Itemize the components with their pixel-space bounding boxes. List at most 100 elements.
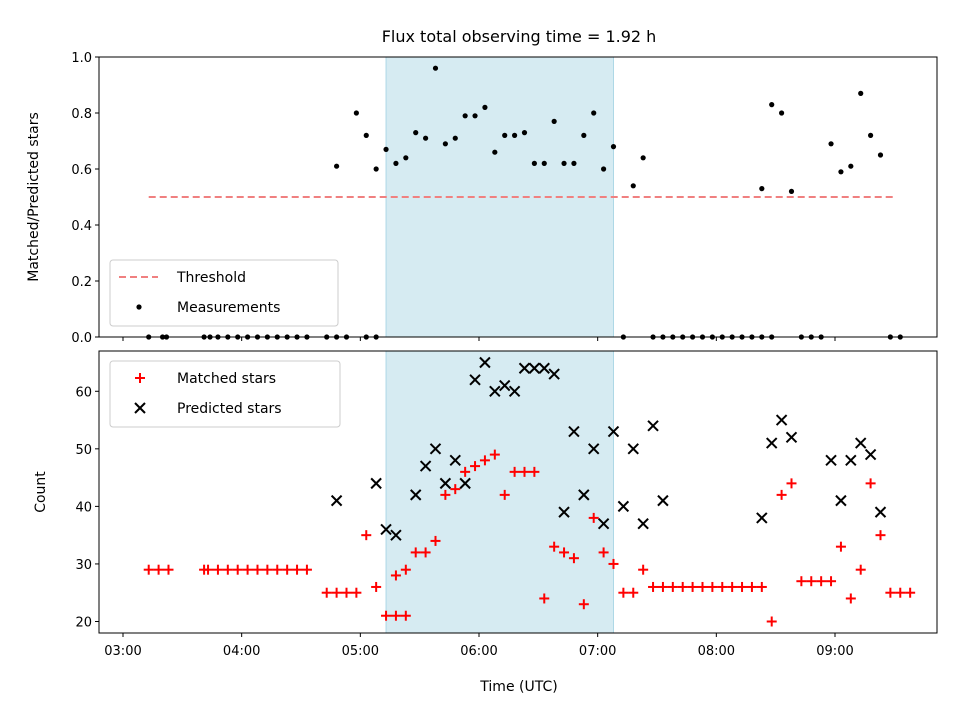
predicted-star-stroke [330, 494, 343, 507]
measurement-point [502, 132, 508, 138]
predicted-star-point [558, 506, 570, 518]
matched-star-point [717, 581, 728, 592]
predicted-star-point [766, 437, 778, 449]
predicted-star-stroke [617, 500, 630, 513]
matched-star-point [628, 587, 639, 598]
predicted-star-point [518, 362, 531, 374]
matched-star-point [390, 570, 401, 581]
bottom-legend-label: Matched stars [177, 371, 276, 387]
matched-star-point [657, 581, 668, 592]
measurement-point [561, 160, 567, 166]
measurement-point [788, 188, 795, 194]
matched-star-point [578, 599, 589, 610]
predicted-star-stroke [449, 454, 461, 467]
measurement-point [432, 65, 439, 71]
matched-star-point [598, 547, 609, 558]
predicted-star-point [607, 425, 620, 438]
measurement-point [363, 132, 369, 138]
predicted-star-stroke [499, 379, 511, 392]
predicted-star-stroke [647, 420, 659, 432]
predicted-star-stroke [785, 431, 798, 444]
measurement-point [858, 90, 864, 96]
predicted-star-stroke [845, 454, 857, 467]
predicted-star-stroke [538, 362, 550, 374]
matched-star-point [559, 547, 570, 558]
measurement-point [610, 144, 617, 150]
measurement-point [779, 110, 785, 116]
measurement-point [877, 152, 884, 158]
top-legend: Threshold Measurements [109, 259, 339, 327]
predicted-star-stroke [627, 443, 639, 455]
predicted-star-stroke [775, 414, 788, 426]
predicted-star-point [499, 379, 511, 392]
matched-star-point [262, 564, 273, 575]
predicted-star-point [835, 494, 847, 507]
predicted-star-stroke [380, 523, 392, 536]
measurement-point [462, 113, 468, 119]
bottom-y-axis-label: Count [33, 471, 49, 513]
matched-star-point [252, 564, 263, 575]
matched-star-point [440, 489, 451, 500]
x-tick-label: 04:00 [223, 644, 260, 659]
predicted-star-point [439, 477, 452, 490]
top-legend-box [109, 259, 339, 327]
predicted-star-stroke [479, 356, 491, 369]
matched-star-point [875, 530, 886, 541]
matched-star-point [163, 564, 174, 575]
predicted-star-point [756, 512, 768, 524]
measurement-point [531, 160, 537, 166]
predicted-star-point [627, 443, 639, 455]
predicted-star-stroke [469, 374, 481, 386]
predicted-star-point [874, 506, 887, 518]
predicted-star-point [508, 385, 521, 397]
matched-star-point [667, 581, 678, 592]
matched-star-point [588, 512, 599, 523]
matched-star-point [341, 587, 352, 598]
predicted-star-stroke [419, 460, 432, 472]
matched-star-point [331, 587, 342, 598]
predicted-star-stroke [864, 448, 877, 461]
matched-star-point [222, 564, 233, 575]
measurement-point [838, 169, 844, 175]
predicted-star-stroke [370, 477, 382, 490]
predicted-star-point [459, 477, 471, 490]
measurement-point [452, 135, 458, 141]
predicted-star-point [775, 414, 788, 426]
measurement-point [759, 186, 765, 192]
matched-star-point [420, 547, 431, 558]
predicted-star-point [617, 500, 630, 513]
predicted-star-stroke [825, 454, 837, 467]
predicted-star-stroke [528, 362, 541, 374]
measurement-point [482, 104, 488, 110]
matched-star-point [608, 558, 619, 569]
matched-star-point [895, 587, 906, 598]
bottom-legend-box [109, 360, 341, 428]
predicted-star-point [637, 517, 649, 530]
predicted-star-stroke [410, 489, 422, 501]
matched-star-point [519, 466, 530, 477]
matched-star-point [430, 535, 441, 546]
matched-star-point [301, 564, 312, 575]
predicted-star-stroke [429, 443, 442, 455]
predicted-star-stroke [874, 506, 887, 518]
predicted-star-point [785, 431, 798, 444]
matched-star-point [203, 564, 214, 575]
legend-measurement-swatch [136, 304, 142, 310]
measurement-point [511, 132, 518, 138]
predicted-star-point [588, 443, 600, 455]
predicted-star-stroke [766, 437, 778, 449]
matched-star-point [648, 581, 659, 592]
predicted-star-stroke [518, 362, 531, 374]
top-y-axis-label: Matched/Predicted stars [26, 112, 42, 282]
x-tick-label: 06:00 [460, 644, 497, 659]
matched-star-point [746, 581, 757, 592]
matched-star-point [707, 581, 718, 592]
matched-star-point [835, 541, 846, 552]
matched-star-point [381, 610, 392, 621]
bottom-legend-label: Predicted stars [177, 401, 282, 417]
matched-star-point [321, 587, 332, 598]
chart-title: Flux total observing time = 1.92 h [382, 27, 657, 46]
matched-star-point [677, 581, 688, 592]
matched-star-point [371, 581, 382, 592]
